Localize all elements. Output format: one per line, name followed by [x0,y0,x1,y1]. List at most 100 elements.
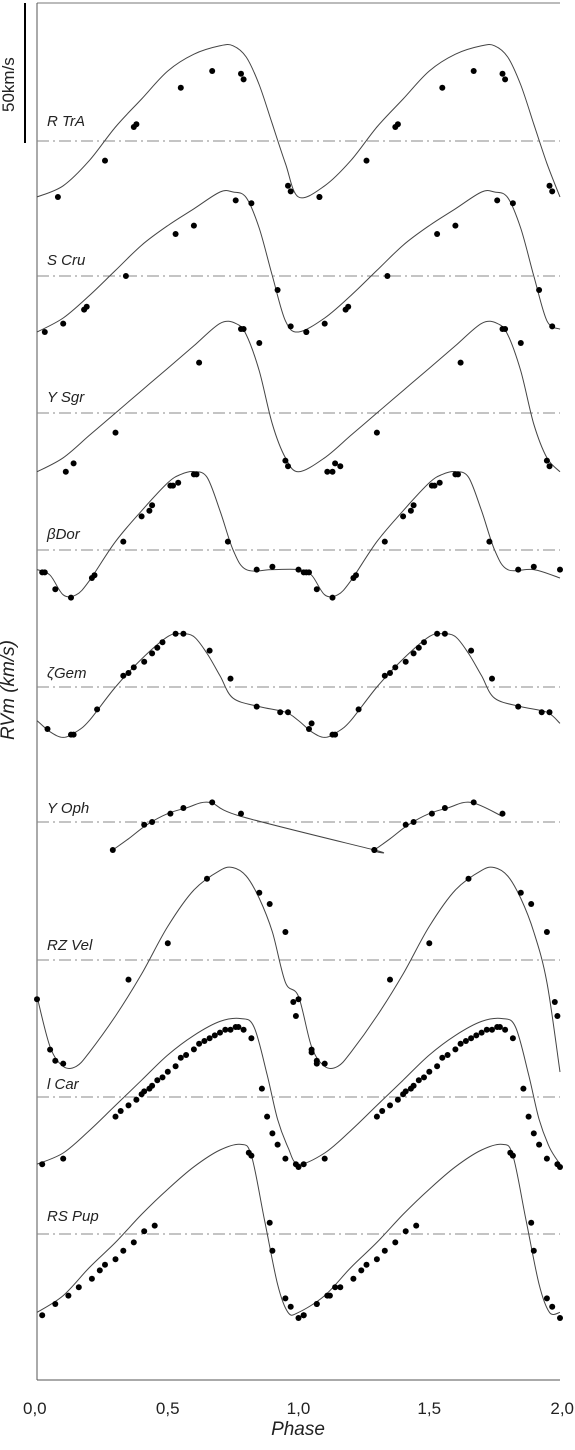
series-r-tra: R TrA [36,44,561,200]
data-point [546,463,553,470]
data-point [248,200,255,207]
data-point [62,468,69,475]
series-y-sgr: Y Sgr [36,320,561,475]
data-point [538,709,545,716]
data-point [387,1102,393,1109]
data-point [462,1038,469,1044]
fitted-curve [36,44,561,199]
data-point [434,231,441,237]
data-point [421,1074,427,1081]
data-point [457,359,464,366]
data-point [502,326,509,332]
data-point [332,1284,339,1291]
data-point [434,630,441,637]
series-rz-vel: RZ Vel [34,866,561,1073]
data-point [308,1046,315,1053]
data-point [478,1029,485,1036]
data-point [41,569,48,576]
data-point [470,68,477,74]
data-point [371,847,378,853]
data-point [313,1057,320,1064]
data-point [266,901,273,907]
star-label: ζGem [47,665,86,682]
x-tick-label: 0,5 [156,1399,180,1418]
data-point [295,996,302,1003]
data-point [141,1088,148,1095]
data-point [269,1130,276,1137]
data-point [274,1141,281,1148]
data-point [112,1113,119,1120]
data-point [170,482,176,489]
data-point [149,819,156,825]
data-point [172,231,179,237]
star-label: l Car [47,1076,80,1093]
data-point [190,222,197,229]
data-point [470,799,477,806]
data-point [543,1295,550,1302]
data-point [141,821,148,828]
data-point [509,1152,516,1159]
data-point [240,76,247,83]
data-point [149,650,156,657]
data-point [509,200,516,207]
data-point [141,1228,148,1235]
data-point [222,1026,229,1033]
data-point [528,901,535,907]
data-point [47,1046,54,1053]
data-point [300,1312,307,1319]
data-point [282,1295,289,1302]
data-point [321,320,328,327]
data-point [256,340,263,346]
data-point [557,1315,563,1321]
data-point [557,1164,563,1170]
data-point [204,875,210,882]
data-point [130,664,137,671]
data-point [238,810,244,817]
data-point [530,1247,537,1254]
data-point [196,359,203,366]
data-point [303,329,310,335]
data-point [387,670,393,676]
data-point [183,1052,190,1058]
data-point [392,1239,399,1246]
data-point [209,68,216,74]
data-point [177,1054,184,1061]
data-point [68,594,74,601]
star-label: RS Pup [47,1208,99,1225]
series-y-oph: Y Oph [37,799,560,854]
data-point [177,84,184,91]
data-point [34,996,40,1003]
data-point [415,644,422,651]
data-point [329,468,336,475]
data-point [292,1013,299,1019]
data-point [253,566,260,573]
data-point [373,429,380,436]
data-point [120,1247,127,1254]
data-point [180,630,187,637]
data-point [60,1060,67,1067]
data-point [154,1077,161,1084]
fitted-curve [36,1017,561,1165]
data-point [455,471,461,478]
data-point [444,1052,451,1058]
data-point [337,1284,344,1291]
data-point [499,810,506,817]
data-point [439,84,446,91]
data-point [528,1219,535,1226]
data-point [52,586,59,593]
star-label: R TrA [47,113,85,130]
series-l-car: l Car [36,1017,563,1170]
data-point [248,1035,255,1042]
data-point [172,630,179,637]
data-point [235,1024,242,1030]
data-point [350,1275,357,1282]
data-point [138,513,145,520]
data-point [465,875,472,882]
data-point [407,507,414,514]
data-point [60,1155,67,1162]
data-point [392,664,399,671]
scale-bar-label: 50km/s [0,57,18,112]
data-point [125,670,132,676]
data-point [402,1228,409,1235]
data-point [439,1054,446,1061]
